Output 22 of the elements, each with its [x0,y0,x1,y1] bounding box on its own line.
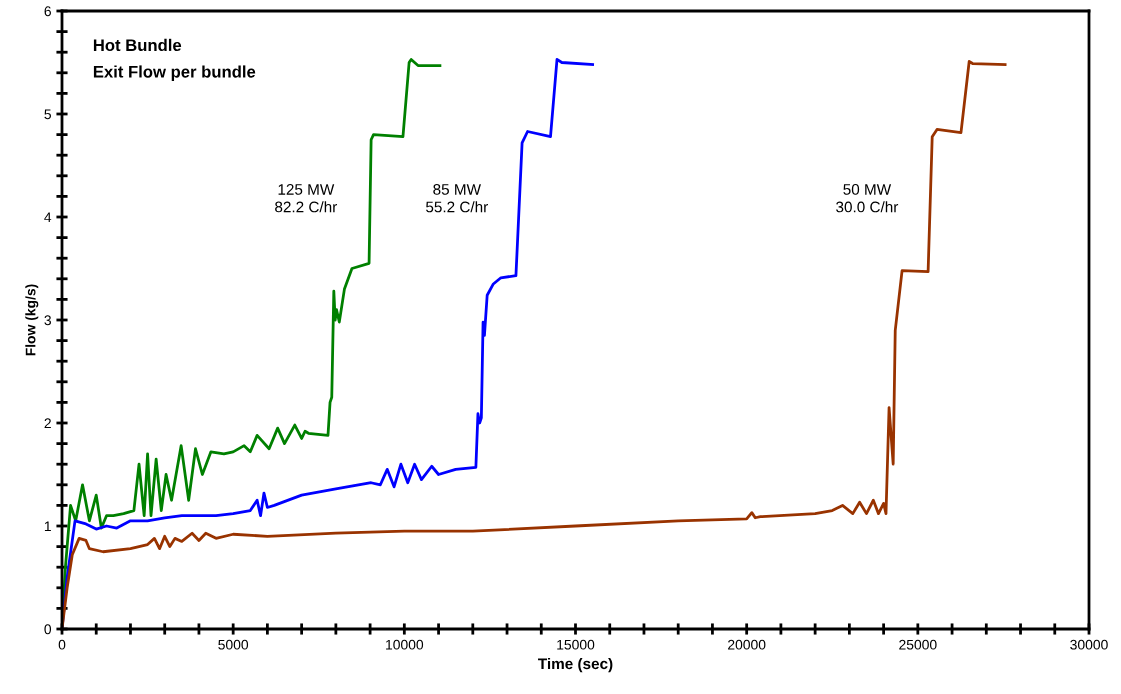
y-tick-label: 3 [44,315,51,326]
y-tick-label: 6 [44,6,51,17]
line-series [62,60,1007,629]
text: Exit Flow per bundle [93,65,256,81]
x-tick-label: 20000 [728,639,766,650]
x-tick-label: 15000 [557,639,595,650]
y-tick-label: 4 [44,212,52,223]
x-tick-label: 30000 [1070,639,1108,650]
y-tick-label: 1 [44,521,51,532]
text: 125 MW 82.2 C/hr [275,183,338,213]
x-tick-label: 25000 [899,639,937,650]
text: 50 MW 30.0 C/hr [836,183,899,213]
x-tick-label: 5000 [218,639,249,650]
x-tick-label: 10000 [386,639,424,650]
text: Hot Bundle [93,38,182,52]
x-axis-title: Time (sec) [538,657,613,673]
y-axis-title: Flow (kg/s) [25,284,39,356]
y-tick-label: 0 [44,624,52,635]
y-tick-label: 5 [44,109,51,120]
text: 85 MW 55.2 C/hr [426,183,488,213]
x-tick-label: 0 [58,639,66,650]
y-tick-label: 2 [44,418,51,429]
